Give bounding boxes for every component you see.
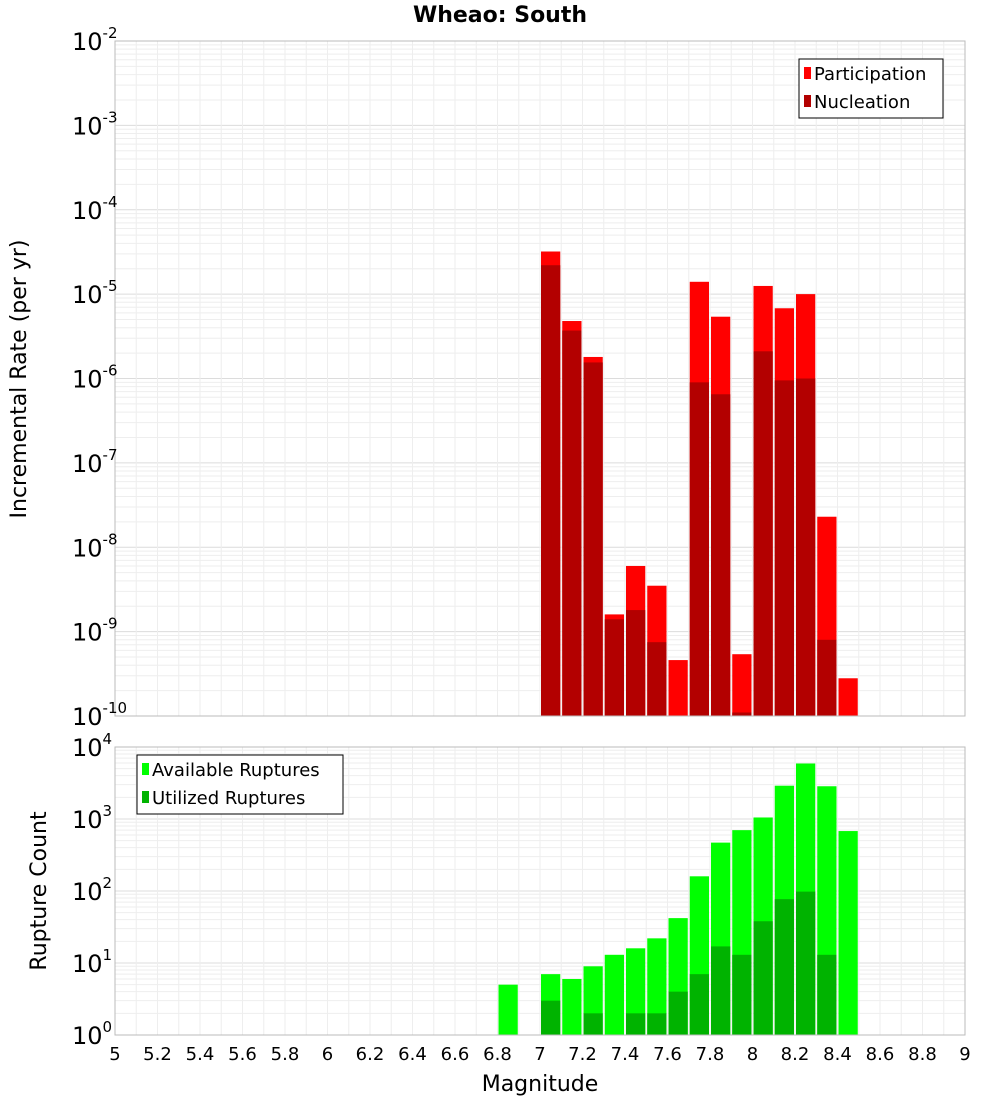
- rate-bar: [753, 351, 773, 716]
- rate-legend-label: Participation: [814, 64, 926, 85]
- count-bar: [498, 984, 518, 1035]
- rate-series-1: [541, 265, 837, 716]
- count-bar: [626, 948, 646, 1035]
- count-legend-label: Utilized Ruptures: [152, 788, 305, 809]
- count-legend: Available Ruptures Utilized Ruptures: [136, 754, 344, 815]
- count-legend-swatch: [142, 791, 149, 803]
- rate-axis-label: Incremental Rate (per yr): [7, 240, 32, 519]
- count-bar: [668, 991, 688, 1035]
- count-bar: [753, 921, 773, 1035]
- rate-y-tick-label: 10-4: [72, 193, 118, 225]
- count-bar: [604, 954, 624, 1035]
- x-tick-label: 6.8: [483, 1044, 512, 1065]
- count-y-tick-label: 102: [72, 874, 112, 906]
- x-tick-label: 8.8: [908, 1044, 937, 1065]
- rate-legend-label: Nucleation: [814, 92, 910, 113]
- count-bar: [774, 899, 794, 1035]
- count-y-tick-label: 104: [72, 730, 112, 762]
- count-bar: [711, 946, 731, 1035]
- rate-bar: [562, 330, 582, 716]
- rate-plot-border: [114, 40, 966, 717]
- rate-gridlines: [114, 41, 966, 717]
- x-tick-label: 5: [109, 1044, 120, 1065]
- count-bar: [732, 954, 752, 1035]
- rate-panel: 10-10 10-9 10-8 10-7 10-6 10-5 10-4 10-3 10-2 Par…: [72, 24, 966, 731]
- rate-legend-swatch: [804, 67, 811, 79]
- count-axis-label: Rupture Count: [27, 811, 52, 971]
- count-legend-swatch: [142, 763, 149, 775]
- count-y-tick-label: 101: [72, 946, 112, 978]
- rate-bar: [732, 654, 752, 716]
- chart-title: Wheao: South: [413, 3, 587, 28]
- x-tick-labels: 5 5.2 5.4 5.6 5.8 6 6.2 6.4 6.6 6.8 7 7.2 7.4 7.6 7.8 8…: [109, 1044, 970, 1065]
- count-plot-border: [114, 746, 966, 1036]
- rate-bar: [732, 712, 752, 716]
- rate-y-tick-label: 10-5: [72, 277, 118, 309]
- x-tick-label: 6.6: [441, 1044, 470, 1065]
- count-y-tick-labels: 100 101 102 103 104: [72, 730, 112, 1050]
- rate-bar: [668, 660, 688, 716]
- rate-legend-swatch: [804, 95, 811, 107]
- x-axis-label: Magnitude: [482, 1072, 599, 1097]
- count-bar: [626, 1013, 646, 1035]
- count-bar: [647, 938, 667, 1035]
- rate-y-tick-label: 10-7: [72, 446, 118, 478]
- count-y-tick-label: 103: [72, 802, 112, 834]
- x-tick-label: 5.6: [228, 1044, 257, 1065]
- rate-y-tick-label: 10-2: [72, 24, 118, 56]
- x-tick-label: 7: [534, 1044, 545, 1065]
- x-tick-label: 9: [959, 1044, 970, 1065]
- count-bar: [817, 954, 837, 1035]
- rate-bar: [541, 265, 561, 716]
- rate-bar: [838, 678, 858, 716]
- count-bar: [689, 974, 709, 1035]
- rate-bar: [604, 619, 624, 716]
- rate-bar: [647, 642, 667, 716]
- rate-y-tick-label: 10-6: [72, 362, 118, 394]
- count-bar: [838, 831, 858, 1035]
- rate-legend-box: [798, 58, 944, 119]
- count-series-1: [541, 891, 837, 1035]
- count-bar: [541, 1000, 561, 1035]
- rate-y-tick-labels: 10-10 10-9 10-8 10-7 10-6 10-5 10-4 10-3 10-2: [72, 24, 127, 731]
- rate-bar: [626, 610, 646, 716]
- rate-y-tick-label: 10-10: [72, 699, 127, 731]
- count-panel: 100 101 102 103 104 Available Ruptures Utilize…: [72, 730, 966, 1050]
- x-tick-label: 7.4: [611, 1044, 640, 1065]
- rate-bar: [583, 362, 603, 716]
- rate-legend: Participation Nucleation: [798, 58, 944, 119]
- x-tick-label: 6.4: [398, 1044, 427, 1065]
- rate-bar: [689, 382, 709, 716]
- rate-bar: [817, 639, 837, 716]
- x-tick-label: 5.4: [186, 1044, 215, 1065]
- count-y-tick-label: 100: [72, 1018, 112, 1050]
- rate-bar: [711, 394, 731, 716]
- count-legend-label: Available Ruptures: [152, 760, 320, 781]
- x-tick-label: 8.2: [781, 1044, 810, 1065]
- x-tick-label: 7.2: [568, 1044, 597, 1065]
- count-legend-box: [136, 754, 344, 815]
- rate-y-tick-label: 10-9: [72, 615, 118, 647]
- count-bar: [562, 978, 582, 1035]
- count-bar: [796, 891, 816, 1035]
- x-tick-label: 5.8: [271, 1044, 300, 1065]
- x-tick-label: 6: [322, 1044, 333, 1065]
- count-bar: [583, 1013, 603, 1035]
- rate-y-tick-label: 10-8: [72, 530, 118, 562]
- x-tick-label: 6.2: [356, 1044, 385, 1065]
- x-tick-label: 7.6: [653, 1044, 682, 1065]
- x-tick-label: 8.4: [823, 1044, 852, 1065]
- count-bar: [647, 1013, 667, 1035]
- x-tick-label: 8: [747, 1044, 758, 1065]
- rate-y-tick-label: 10-3: [72, 108, 118, 140]
- rate-bar: [796, 378, 816, 716]
- x-tick-label: 8.6: [866, 1044, 895, 1065]
- rate-bar: [774, 380, 794, 716]
- x-tick-label: 7.8: [696, 1044, 725, 1065]
- x-tick-label: 5.2: [143, 1044, 172, 1065]
